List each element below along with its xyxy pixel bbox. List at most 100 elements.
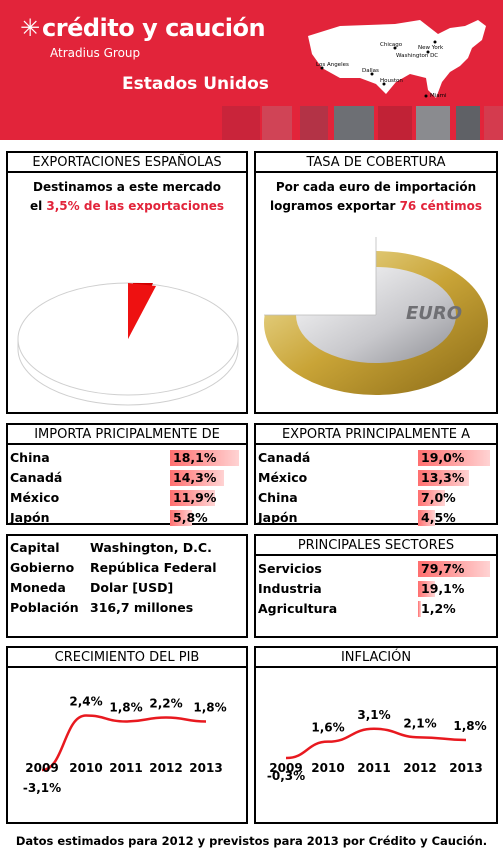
series-line <box>285 727 467 760</box>
exporta-country: México <box>258 470 308 485</box>
series-line <box>41 714 207 772</box>
pie-slice-spain <box>128 283 156 339</box>
sectores-panel: PRINCIPALES SECTORES Servicios 79,7% Indus… <box>254 534 498 638</box>
exporta-row: México 13,3% <box>258 468 494 488</box>
importa-country: México <box>10 490 60 505</box>
decor-stripe <box>262 106 292 140</box>
importa-country: Japón <box>10 510 50 525</box>
decor-stripe <box>222 106 260 140</box>
exporta-row: Japón 4,5% <box>258 508 494 528</box>
importa-title: IMPORTA PRICIPALMENTE DE <box>8 425 246 445</box>
x-tick-label: 2012 <box>403 761 436 775</box>
header-banner: ✳crédito y caución Atradius Group Estado… <box>0 0 503 140</box>
x-tick-label: 2011 <box>357 761 390 775</box>
brand-name: ✳crédito y caución <box>20 14 266 42</box>
sectores-row: Servicios 79,7% <box>258 559 494 579</box>
decor-stripe <box>334 106 374 140</box>
datos-panel: Capital Washington, D.C. Gobierno Repúbl… <box>6 534 248 638</box>
exporta-panel: EXPORTA PRINCIPALMENTE A Canadá 19,0% Méxi… <box>254 423 498 528</box>
pib-title: CRECIMIENTO DEL PIB <box>8 648 246 668</box>
inflacion-title: INFLACIÓN <box>256 648 496 668</box>
data-label: -3,1% <box>23 781 61 795</box>
importa-row: China 18,1% <box>10 448 244 468</box>
cobertura-line2-prefix: logramos exportar <box>269 199 400 213</box>
exporta-country: Canadá <box>258 450 311 465</box>
brand-star-icon: ✳ <box>20 14 40 42</box>
sectores-bar-fill <box>418 581 436 597</box>
sectores-country: Agricultura <box>258 601 338 616</box>
exporta-bar: 13,3% <box>418 470 490 486</box>
exporta-bar-fill <box>418 490 445 506</box>
sectores-percent: 1,2% <box>421 601 456 616</box>
datos-value-moneda: Dolar [USD] <box>90 580 174 595</box>
euro-coin: EURO <box>263 236 488 395</box>
exporta-bar-fill <box>418 510 436 526</box>
exporta-percent: 13,3% <box>421 470 465 485</box>
decor-stripe <box>484 106 503 140</box>
importa-row: Canadá 14,3% <box>10 468 244 488</box>
importa-panel: IMPORTA PRICIPALMENTE DE China 18,1% Canad… <box>6 423 248 526</box>
importa-bar: 14,3% <box>170 470 242 486</box>
importa-bar: 18,1% <box>170 450 242 466</box>
city-chicago: Chicago <box>380 42 403 48</box>
exportaciones-line1: Destinamos a este mercado <box>32 180 221 194</box>
importa-percent: 14,3% <box>173 470 217 485</box>
sectores-row: Agricultura 1,2% <box>258 599 494 619</box>
exporta-percent: 4,5% <box>421 510 456 525</box>
sectores-country: Servicios <box>258 561 322 576</box>
cobertura-title: TASA DE COBERTURA <box>256 153 496 173</box>
x-tick-label: 2010 <box>69 761 102 775</box>
city-miami: Miami <box>430 93 447 99</box>
x-tick-label: 2011 <box>109 761 142 775</box>
importa-country: Canadá <box>10 470 63 485</box>
data-label: 1,8% <box>193 700 226 714</box>
x-tick-label: 2010 <box>311 761 344 775</box>
data-label: 1,8% <box>109 700 142 714</box>
data-label: -0,3% <box>267 769 305 783</box>
sectores-bar-fill <box>418 561 490 577</box>
datos-label-poblacion: Población <box>10 600 79 615</box>
exporta-country: Japón <box>258 510 298 525</box>
exporta-bar: 4,5% <box>418 510 490 526</box>
cobertura-line2: logramos exportar 76 céntimos <box>256 199 496 213</box>
cobertura-value-text: 76 céntimos <box>399 199 482 213</box>
datos-value-capital: Washington, D.C. <box>90 540 212 555</box>
datos-label-capital: Capital <box>10 540 60 555</box>
data-label: 1,8% <box>453 719 486 733</box>
sectores-bar: 1,2% <box>418 601 490 617</box>
decor-stripe <box>300 106 328 140</box>
inflacion-chart: 2009 2010 2011 2012 2013 -0,3% 1,6% 3,1% 2,1% 1,8… <box>267 708 487 783</box>
exportaciones-title: EXPORTACIONES ESPAÑOLAS <box>8 153 246 173</box>
importa-percent: 18,1% <box>173 450 217 465</box>
exporta-bar-fill <box>418 470 469 486</box>
data-label: 3,1% <box>357 708 390 722</box>
datos-label-moneda: Moneda <box>10 580 66 595</box>
importa-bar-fill <box>170 470 225 486</box>
exporta-bar: 7,0% <box>418 490 490 506</box>
pib-panel: CRECIMIENTO DEL PIB 2009 2010 2011 2012 2013… <box>6 646 248 824</box>
usa-silhouette <box>308 20 486 98</box>
importa-bar-fill <box>170 510 193 526</box>
importa-row: México 11,9% <box>10 488 244 508</box>
importa-country: China <box>10 450 50 465</box>
exportaciones-line2: el 3,5% de las exportaciones <box>8 199 246 213</box>
exporta-country: China <box>258 490 298 505</box>
exporta-percent: 19,0% <box>421 450 465 465</box>
coin-missing-quarter <box>263 236 376 315</box>
coin-euro-text: EURO <box>406 303 462 324</box>
datos-value-poblacion: 316,7 millones <box>90 600 194 615</box>
exporta-bar-fill <box>418 450 491 466</box>
inflacion-panel: INFLACIÓN 2009 2010 2011 2012 2013 -0,3% 1,6% 3… <box>254 646 498 824</box>
country-title: Estados Unidos <box>122 74 269 94</box>
pie-side <box>17 339 239 406</box>
city-losangeles: Los Angeles <box>316 62 349 68</box>
data-label: 1,6% <box>311 721 344 735</box>
decor-stripe <box>416 106 450 140</box>
importa-bar-fill <box>170 450 239 466</box>
exporta-bar: 19,0% <box>418 450 491 466</box>
exporta-row: China 7,0% <box>258 488 494 508</box>
importa-bar-fill <box>170 490 216 506</box>
data-label: 2,1% <box>403 716 436 730</box>
x-tick-label: 2009 <box>25 761 58 775</box>
data-label: 2,2% <box>149 697 182 711</box>
